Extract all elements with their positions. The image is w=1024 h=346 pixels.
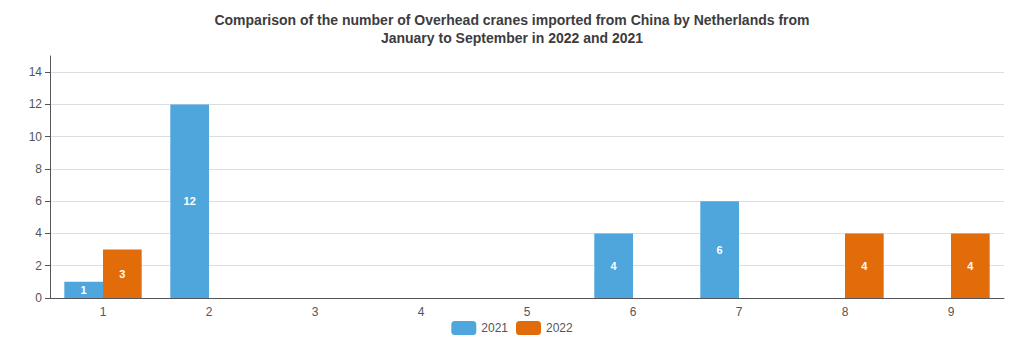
svg-text:2: 2 — [206, 305, 213, 319]
svg-text:0: 0 — [35, 291, 42, 305]
svg-text:4: 4 — [35, 226, 42, 240]
svg-text:4: 4 — [418, 305, 425, 319]
svg-text:3: 3 — [312, 305, 319, 319]
svg-text:8: 8 — [35, 162, 42, 176]
svg-text:2022: 2022 — [546, 321, 573, 335]
svg-text:6: 6 — [630, 305, 637, 319]
svg-text:1: 1 — [81, 284, 87, 296]
svg-text:2: 2 — [35, 259, 42, 273]
svg-text:12: 12 — [184, 195, 196, 207]
svg-text:January to September in 2022 a: January to September in 2022 and 2021 — [381, 30, 643, 46]
svg-text:2021: 2021 — [481, 321, 508, 335]
svg-text:10: 10 — [29, 130, 43, 144]
svg-text:1: 1 — [100, 305, 107, 319]
svg-text:4: 4 — [861, 260, 868, 272]
svg-text:12: 12 — [29, 97, 43, 111]
svg-text:6: 6 — [717, 244, 723, 256]
svg-text:4: 4 — [967, 260, 974, 272]
svg-text:4: 4 — [611, 260, 618, 272]
svg-text:14: 14 — [29, 65, 43, 79]
svg-text:8: 8 — [842, 305, 849, 319]
svg-text:Comparison of the number of Ov: Comparison of the number of Overhead cra… — [214, 12, 809, 28]
svg-text:3: 3 — [119, 268, 125, 280]
svg-text:9: 9 — [948, 305, 955, 319]
svg-text:7: 7 — [736, 305, 743, 319]
svg-text:6: 6 — [35, 194, 42, 208]
svg-text:5: 5 — [524, 305, 531, 319]
